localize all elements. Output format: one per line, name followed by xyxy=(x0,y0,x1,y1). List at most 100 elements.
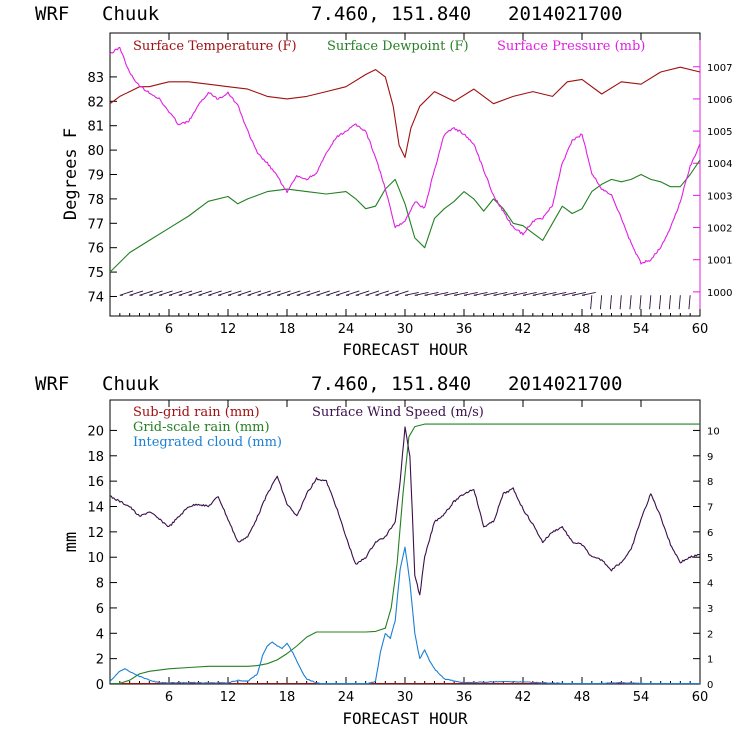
wind-barb xyxy=(619,295,622,310)
wind-barb xyxy=(218,290,232,296)
wind-barb xyxy=(678,295,681,310)
wind-barb xyxy=(513,291,527,296)
y2-tick-label: 1006 xyxy=(707,95,732,106)
chart2-legend: Sub-grid rain (mm) Grid-scale rain (mm) … xyxy=(133,405,484,450)
wind-barb xyxy=(178,290,193,296)
wind-barb xyxy=(149,290,163,296)
wind-barb xyxy=(454,291,468,296)
chart2-station-label: Chuuk xyxy=(102,373,160,395)
wind-barb xyxy=(552,291,567,296)
y2-tick-label: 1001 xyxy=(707,256,732,267)
wind-barb xyxy=(581,291,596,296)
x-tick-label: 36 xyxy=(456,690,473,705)
wind-barb xyxy=(542,291,557,296)
chart2-series xyxy=(109,423,701,685)
wind-barb xyxy=(599,295,603,310)
chart2-coords-label: 7.460, 151.840 xyxy=(311,373,471,395)
wind-barb xyxy=(375,290,389,296)
chart1-model-label: WRF xyxy=(35,3,69,25)
series-line-surface-wind-speed xyxy=(109,426,701,596)
y-tick-label: 77 xyxy=(87,217,104,232)
wind-barb xyxy=(404,291,419,296)
wind-barb xyxy=(277,290,291,296)
wind-barb xyxy=(267,290,281,296)
chart2-header: WRF Chuuk 7.460, 151.840 2014021700 xyxy=(35,373,622,395)
x-tick-label: 54 xyxy=(633,322,650,337)
y2-tick-label: 2 xyxy=(707,629,713,640)
wind-barb xyxy=(522,291,537,296)
chart2-legend-subgrid-rain: Sub-grid rain (mm) xyxy=(133,405,260,420)
wind-barb xyxy=(168,290,183,296)
chart2-y-label: mm xyxy=(61,532,81,552)
x-tick-label: 54 xyxy=(633,690,650,705)
wind-barb xyxy=(483,291,498,296)
y-tick-label: 10 xyxy=(87,551,104,566)
y2-tick-label: 10 xyxy=(707,426,720,437)
x-tick-label: 24 xyxy=(338,690,355,705)
y2-tick-label: 6 xyxy=(707,528,713,539)
y-tick-label: 16 xyxy=(87,475,104,490)
wind-barb xyxy=(306,290,321,296)
wind-barb xyxy=(590,295,593,310)
wind-barb xyxy=(658,295,662,310)
chart2-model-label: WRF xyxy=(35,373,69,395)
wind-barb xyxy=(355,290,370,296)
y-tick-label: 76 xyxy=(87,242,104,257)
wind-barb xyxy=(668,295,671,310)
chart1-y-label: Degrees F xyxy=(61,128,81,220)
y-tick-label: 6 xyxy=(96,602,104,617)
series-line-surface-temperature xyxy=(109,66,701,158)
wind-barb xyxy=(237,290,252,296)
x-tick-label: 18 xyxy=(279,690,296,705)
x-tick-label: 60 xyxy=(692,322,709,337)
wind-barb xyxy=(434,291,449,296)
y-tick-label: 20 xyxy=(87,424,104,439)
x-tick-label: 24 xyxy=(338,322,355,337)
chart1-coords-label: 7.460, 151.840 xyxy=(311,3,471,25)
wind-barb xyxy=(562,291,577,296)
y2-tick-label: 7 xyxy=(707,503,713,514)
series-line-integrated-cloud xyxy=(109,546,700,685)
chart1-meteogram: Surface Temperature (F) Surface Dewpoint… xyxy=(61,32,732,359)
y-tick-label: 14 xyxy=(87,501,104,516)
wind-barb xyxy=(188,290,203,296)
chart2-x-label: FORECAST HOUR xyxy=(342,709,468,728)
chart1-header: WRF Chuuk 7.460, 151.840 2014021700 xyxy=(35,3,622,25)
x-tick-label: 12 xyxy=(220,322,237,337)
wind-barb xyxy=(688,295,691,310)
wind-barb xyxy=(316,290,330,296)
y-tick-label: 78 xyxy=(87,193,104,208)
chart1-x-axis: 6 12 18 24 30 36 42 48 54 60 xyxy=(119,33,709,337)
chart2-run-label: 2014021700 xyxy=(508,373,622,395)
wind-barb xyxy=(159,290,173,296)
wind-barb xyxy=(227,290,242,296)
wind-barb xyxy=(639,295,642,310)
wind-barb xyxy=(365,290,380,296)
wind-barb xyxy=(649,295,652,310)
y2-tick-label: 1007 xyxy=(707,63,732,74)
y-tick-label: 0 xyxy=(96,678,104,693)
wind-barb xyxy=(286,290,301,296)
chart2-legend-wind-speed: Surface Wind Speed (m/s) xyxy=(312,405,484,420)
wind-barb xyxy=(414,291,429,296)
chart1-legend-temperature: Surface Temperature (F) xyxy=(133,39,297,54)
y2-tick-label: 1000 xyxy=(707,288,732,299)
y2-tick-label: 9 xyxy=(707,452,713,463)
x-tick-label: 48 xyxy=(574,322,591,337)
y2-tick-label: 3 xyxy=(707,604,713,615)
y-tick-label: 82 xyxy=(87,95,104,110)
y-tick-label: 18 xyxy=(87,450,104,465)
wind-barb xyxy=(119,290,134,296)
wind-barb xyxy=(345,290,360,296)
wind-barb xyxy=(198,290,212,296)
y-tick-label: 8 xyxy=(96,577,104,592)
chart2-y2-axis: 0 1 2 3 4 5 6 7 8 9 10 xyxy=(693,426,720,691)
wind-barb xyxy=(609,295,612,310)
chart2-legend-gridscale-rain: Grid-scale rain (mm) xyxy=(133,420,270,435)
chart1-legend-pressure: Surface Pressure (mb) xyxy=(497,39,645,54)
chart1-legend: Surface Temperature (F) Surface Dewpoint… xyxy=(133,39,645,54)
chart1-legend-dewpoint: Surface Dewpoint (F) xyxy=(327,39,469,54)
wind-barb xyxy=(139,290,153,296)
wind-barb xyxy=(296,290,311,296)
